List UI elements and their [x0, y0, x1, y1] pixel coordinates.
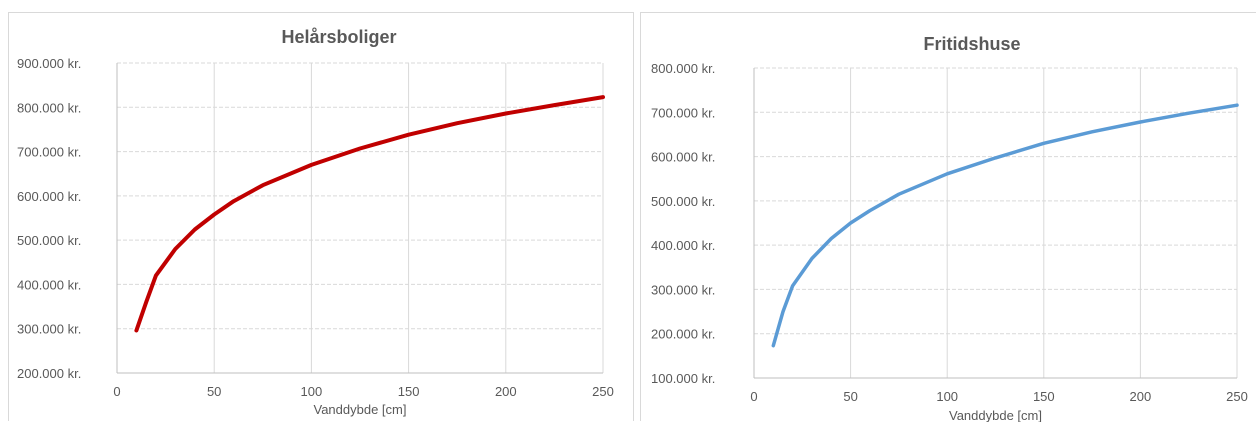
y-tick-label: 800.000 kr. — [651, 61, 715, 76]
x-tick-label: 250 — [592, 384, 614, 399]
y-tick-label: 200.000 kr. — [651, 327, 715, 342]
x-tick-label: 200 — [1130, 389, 1152, 404]
y-tick-label: 600.000 kr. — [17, 189, 81, 204]
x-tick-label: 50 — [207, 384, 221, 399]
y-tick-label: 300.000 kr. — [17, 322, 81, 337]
x-tick-label: 0 — [113, 384, 120, 399]
chart-panel-fritidshuse: 800.000 kr. 700.000 kr. 600.000 kr. 500.000… — [640, 12, 1256, 422]
y-tick-label: 300.000 kr. — [651, 282, 715, 297]
chart-panel-helarsboliger: 900.000 kr. 800.000 kr. 700.000 kr. 600.000… — [8, 12, 634, 421]
chart-title: Helårsboliger — [281, 27, 396, 47]
y-tick-label: 700.000 kr. — [651, 105, 715, 120]
chart-title: Fritidshuse — [923, 34, 1020, 54]
y-tick-label: 500.000 kr. — [651, 194, 715, 209]
series-line — [134, 95, 605, 333]
x-tick-label: 100 — [301, 384, 323, 399]
y-tick-label: 600.000 kr. — [651, 150, 715, 165]
y-tick-label: 100.000 kr. — [651, 371, 715, 386]
x-tick-label: 150 — [398, 384, 420, 399]
y-tick-label: 200.000 kr. — [17, 366, 81, 381]
y-tick-label: 700.000 kr. — [17, 145, 81, 160]
y-tick-label: 400.000 kr. — [651, 238, 715, 253]
y-tick-label: 500.000 kr. — [17, 233, 81, 248]
x-axis-title: Vanddybde [cm] — [949, 408, 1042, 422]
x-tick-label: 100 — [936, 389, 958, 404]
x-tick-label: 50 — [843, 389, 857, 404]
y-tick-label: 900.000 kr. — [17, 56, 81, 71]
x-tick-label: 250 — [1226, 389, 1248, 404]
y-tick-label: 400.000 kr. — [17, 277, 81, 292]
x-axis-title: Vanddybde [cm] — [314, 402, 407, 417]
x-tick-label: 0 — [750, 389, 757, 404]
x-tick-label: 200 — [495, 384, 517, 399]
y-tick-label: 800.000 kr. — [17, 100, 81, 115]
series-line — [771, 103, 1239, 348]
line-chart-fritidshuse: 800.000 kr. 700.000 kr. 600.000 kr. 500.000… — [651, 34, 1248, 422]
x-tick-label: 150 — [1033, 389, 1055, 404]
line-chart-helarsboliger: 900.000 kr. 800.000 kr. 700.000 kr. 600.000… — [17, 27, 614, 417]
